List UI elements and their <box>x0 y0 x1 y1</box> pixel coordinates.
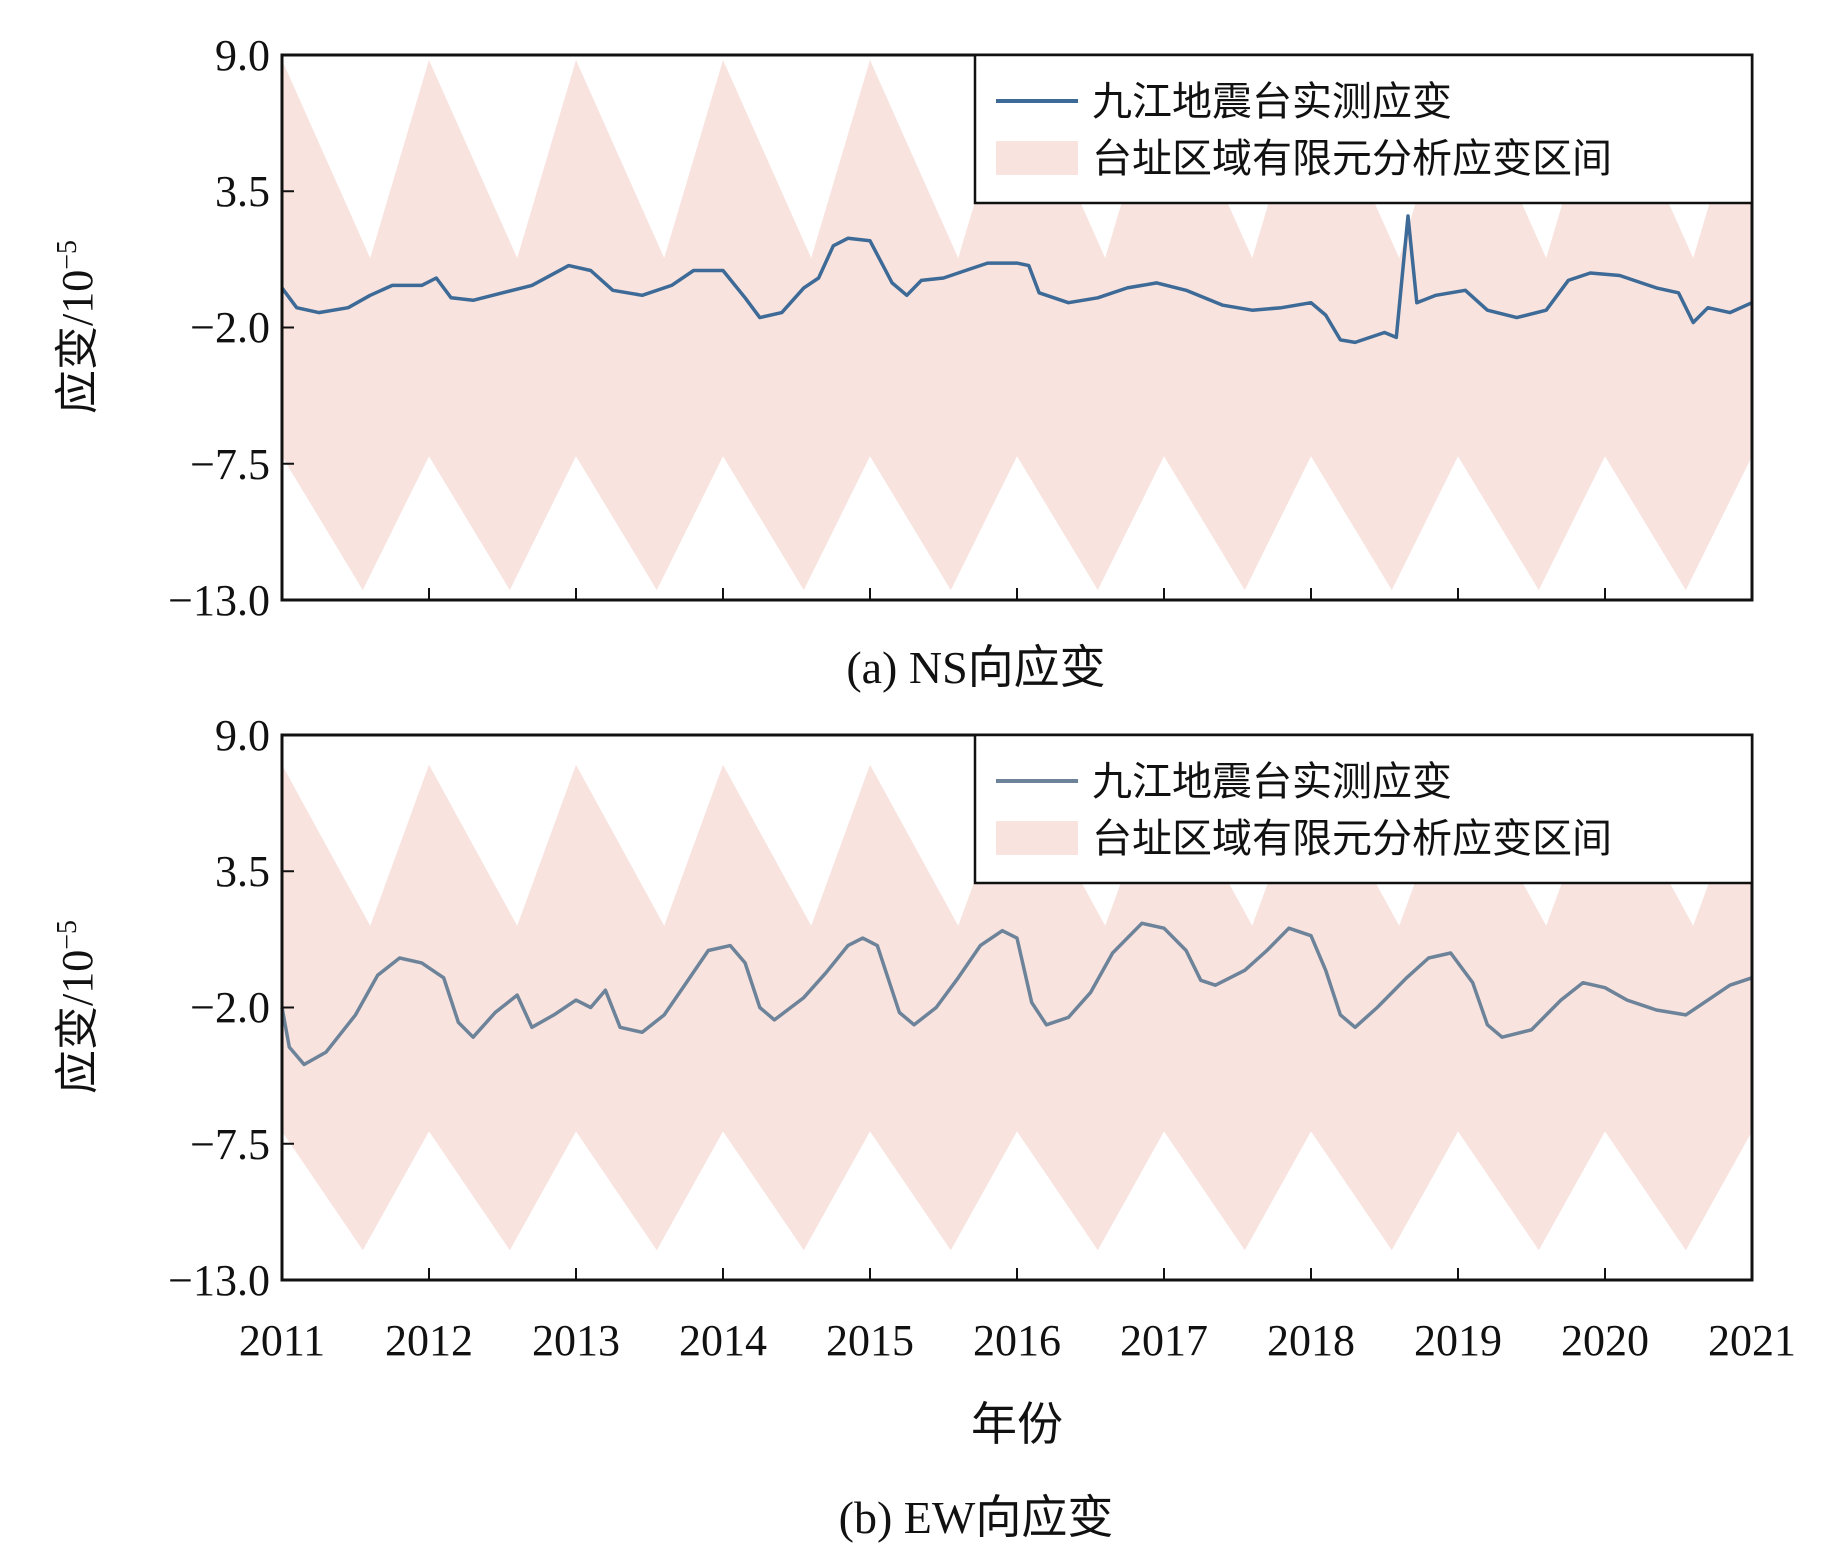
ns-legend-label-fem: 台址区域有限元分析应变区间 <box>1092 136 1612 181</box>
ns-y-tick-label: −2.0 <box>190 303 270 352</box>
panel-ew-strain: 9.0 3.5 −2.0 −7.5 −13.0 应变/10−5 九江地震台实测应… <box>52 711 1796 1543</box>
ew-y-tick-label: 9.0 <box>215 711 270 760</box>
ns-legend: 九江地震台实测应变 台址区域有限元分析应变区间 <box>973 53 1754 205</box>
ew-y-tick-label: −13.0 <box>168 1256 270 1305</box>
panel-ns-strain: 9.0 3.5 −2.0 −7.5 −13.0 应变/10−5 九江地震台实测应… <box>52 31 1754 693</box>
ns-observed-strain-line <box>280 214 1753 345</box>
ew-legend-label-fem: 台址区域有限元分析应变区间 <box>1092 816 1612 861</box>
x-axis-tick-labels: 2011 2012 2013 2014 2015 2016 2017 2018 2019 2020… <box>239 1316 1796 1365</box>
x-tick-label: 2012 <box>385 1316 473 1365</box>
x-tick-label: 2020 <box>1561 1316 1649 1365</box>
ns-y-tick-label: 3.5 <box>215 167 270 216</box>
x-tick-label: 2011 <box>239 1316 325 1365</box>
ns-y-axis-label: 应变/10−5 <box>52 240 102 414</box>
x-tick-label: 2021 <box>1708 1316 1796 1365</box>
ew-y-tick-label: 3.5 <box>215 847 270 896</box>
ns-legend-label-observed: 九江地震台实测应变 <box>1092 79 1452 124</box>
ns-y-tick-label: −7.5 <box>190 440 270 489</box>
ew-observed-strain-line <box>280 921 1753 1067</box>
x-tick-label: 2015 <box>826 1316 914 1365</box>
ew-legend-label-observed: 九江地震台实测应变 <box>1092 759 1452 804</box>
x-tick-label: 2018 <box>1267 1316 1355 1365</box>
x-tick-label: 2016 <box>973 1316 1061 1365</box>
ew-x-ticks <box>281 1268 1753 1280</box>
x-tick-label: 2014 <box>679 1316 767 1365</box>
x-tick-label: 2017 <box>1120 1316 1208 1365</box>
ew-caption: (b) EW向应变 <box>839 1492 1114 1543</box>
ns-legend-box <box>973 53 1754 205</box>
ew-legend-band-swatch <box>996 821 1078 855</box>
ew-y-tick-label: −2.0 <box>190 983 270 1032</box>
ew-legend-box <box>973 733 1754 885</box>
ew-y-axis-label: 应变/10−5 <box>52 920 102 1094</box>
ns-legend-band-swatch <box>996 141 1078 175</box>
ew-legend: 九江地震台实测应变 台址区域有限元分析应变区间 <box>973 733 1754 885</box>
x-tick-label: 2013 <box>532 1316 620 1365</box>
ns-fem-strain-band <box>282 60 1752 591</box>
x-tick-label: 2019 <box>1414 1316 1502 1365</box>
ns-x-ticks <box>281 588 1753 600</box>
x-axis-title: 年份 <box>971 1399 1063 1450</box>
ns-y-tick-label: 9.0 <box>215 31 270 80</box>
ns-y-tick-label: −13.0 <box>168 576 270 625</box>
ns-caption: (a) NS向应变 <box>846 642 1105 693</box>
ew-fem-strain-band <box>282 764 1752 1251</box>
ew-y-tick-label: −7.5 <box>190 1120 270 1169</box>
